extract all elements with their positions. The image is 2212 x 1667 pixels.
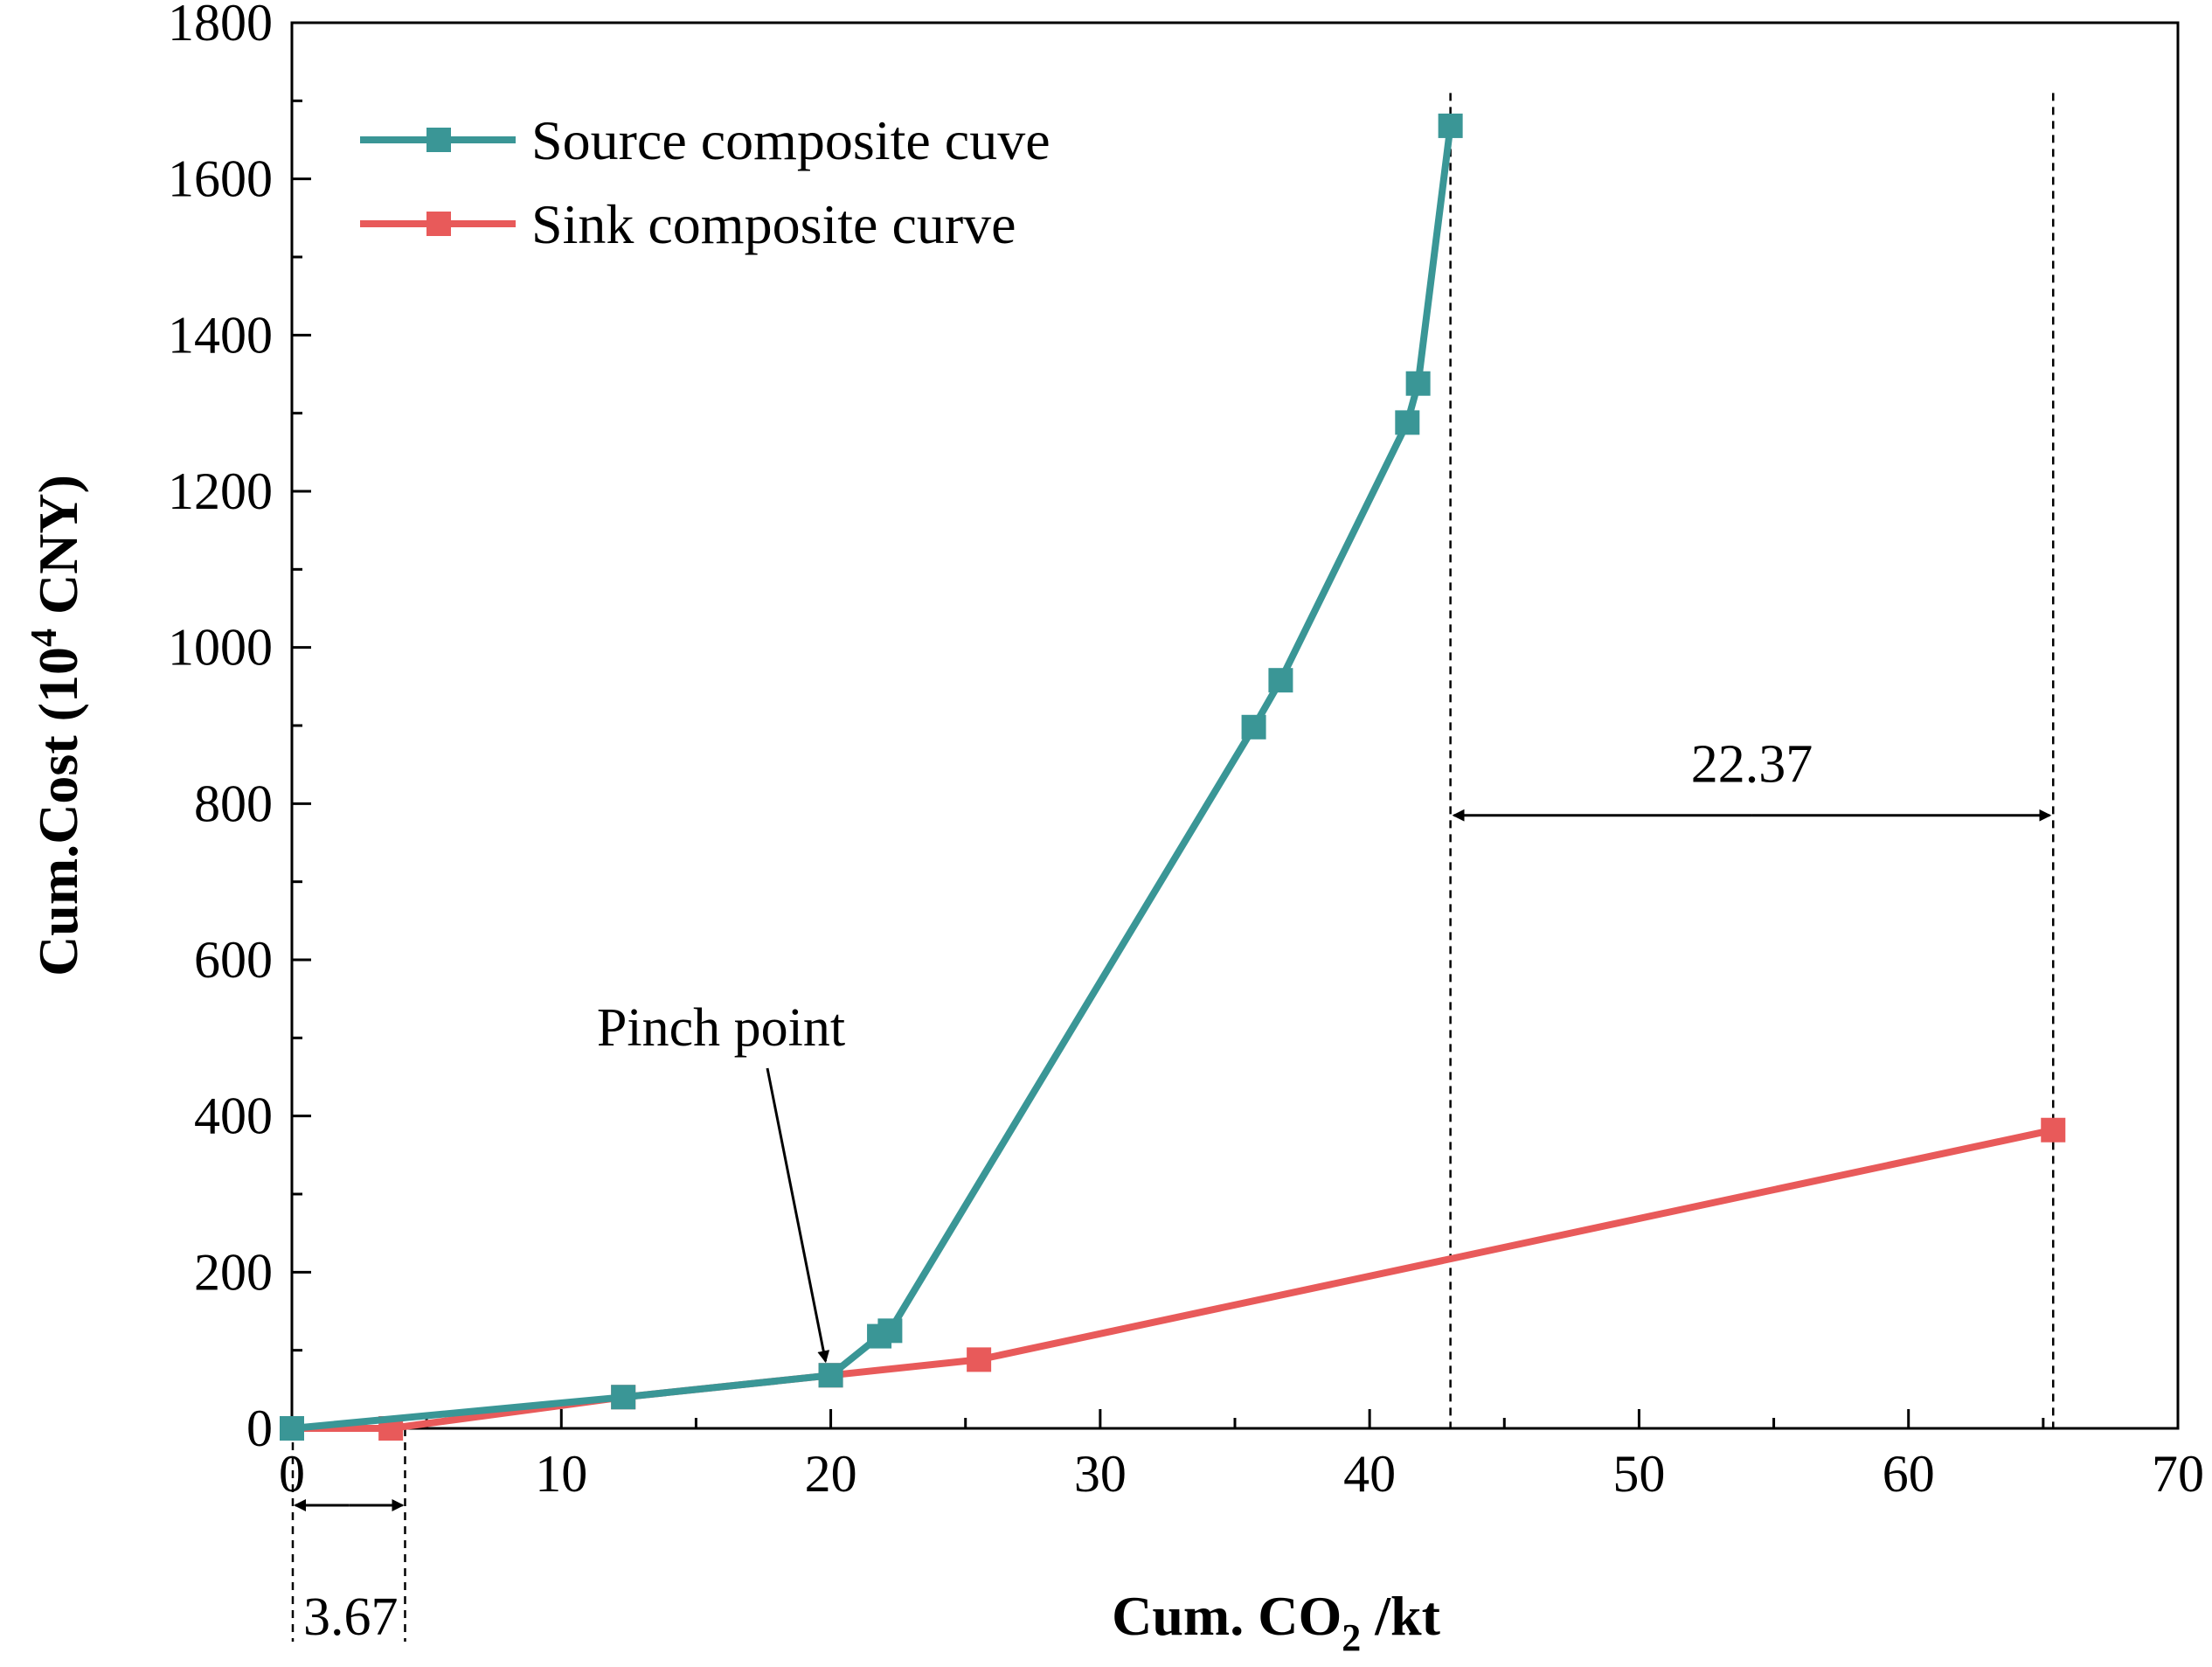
x-tick-label: 50 bbox=[1612, 1445, 1665, 1503]
data-point-0 bbox=[818, 1363, 843, 1388]
x-tick-label: 70 bbox=[2152, 1445, 2204, 1503]
x-tick-label: 20 bbox=[805, 1445, 857, 1503]
annotations: 22.37 3.67 Pinch point bbox=[291, 93, 2055, 1647]
x-axis-title: Cum. CO2 /kt bbox=[1112, 1585, 1441, 1659]
y-tick-label: 1800 bbox=[168, 0, 273, 52]
pinch-point-label: Pinch point bbox=[597, 998, 845, 1058]
pinch-point-arrow bbox=[766, 1067, 830, 1364]
data-point-1 bbox=[2041, 1117, 2066, 1143]
legend: Source composite cuve Sink composite curv… bbox=[360, 109, 1051, 255]
y-tick-label: 800 bbox=[194, 774, 273, 832]
data-point-0 bbox=[611, 1385, 636, 1410]
y-tick-label: 1200 bbox=[168, 462, 273, 520]
data-point-0 bbox=[1268, 668, 1293, 693]
x-tick-label: 40 bbox=[1343, 1445, 1396, 1503]
legend-marker-1 bbox=[426, 212, 451, 236]
data-point-1 bbox=[967, 1347, 992, 1372]
data-point-0 bbox=[1395, 410, 1420, 435]
data-point-0 bbox=[1241, 714, 1266, 740]
data-point-0 bbox=[1405, 371, 1431, 396]
y-tick-label: 600 bbox=[194, 931, 273, 989]
data-point-0 bbox=[280, 1416, 304, 1441]
data-point-0 bbox=[877, 1318, 903, 1344]
series-line-1 bbox=[292, 1126, 2055, 1432]
series-line-0 bbox=[291, 125, 1454, 1432]
y-tick-label: 1600 bbox=[168, 150, 273, 208]
data-point-0 bbox=[1438, 113, 1463, 138]
legend-label-0: Source composite cuve bbox=[531, 109, 1051, 171]
legend-label-1: Sink composite curve bbox=[531, 193, 1016, 255]
gap-right-label: 22.37 bbox=[1691, 735, 1813, 795]
axes: 0102030405060700200400600800100012001400… bbox=[168, 0, 2204, 1503]
x-tick-label: 10 bbox=[535, 1445, 587, 1503]
y-axis-title: Cum.Cost (104 CNY) bbox=[24, 475, 89, 976]
legend-marker-0 bbox=[426, 128, 451, 152]
x-tick-label: 60 bbox=[1883, 1445, 1935, 1503]
gap-left-label: 3.67 bbox=[303, 1587, 399, 1647]
y-tick-label: 400 bbox=[194, 1087, 273, 1145]
y-tick-label: 0 bbox=[246, 1400, 273, 1457]
x-tick-label: 30 bbox=[1074, 1445, 1127, 1503]
y-tick-label: 1000 bbox=[168, 619, 273, 677]
y-tick-label: 200 bbox=[194, 1243, 273, 1301]
y-tick-label: 1400 bbox=[168, 306, 273, 364]
series-layer bbox=[280, 113, 2066, 1441]
